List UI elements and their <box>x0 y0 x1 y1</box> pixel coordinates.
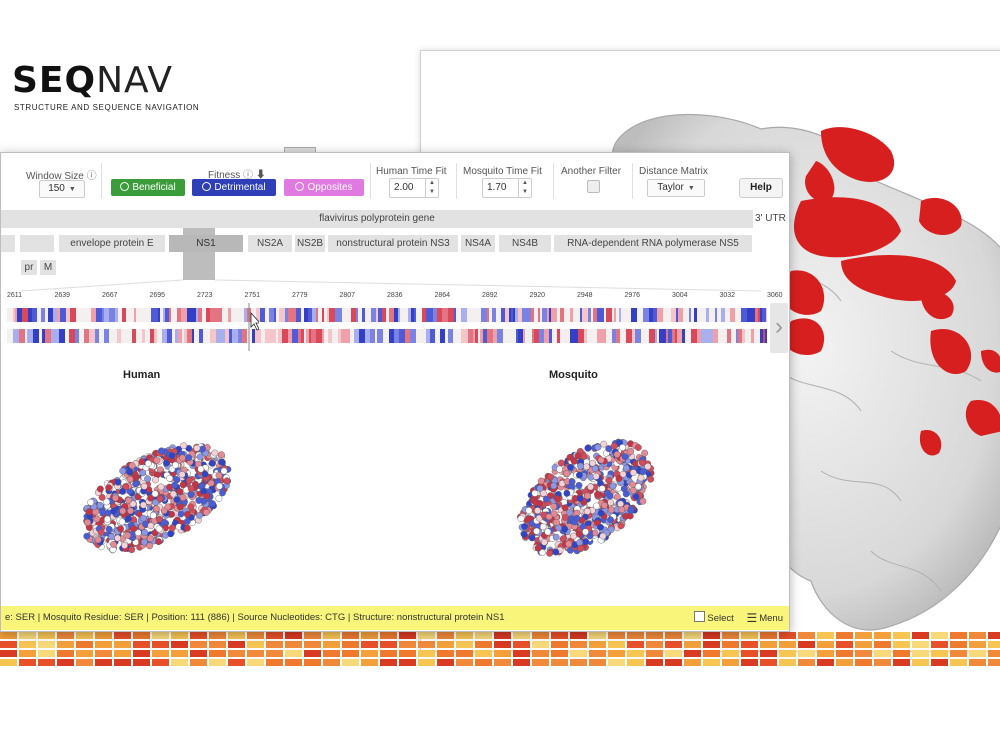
human-structure-view[interactable] <box>71 423 241 573</box>
ruler-tick-label: 3060 <box>767 292 783 299</box>
highlighted-residues <box>781 127 1000 456</box>
segment-ns4a[interactable]: NS4A <box>461 235 495 252</box>
gene-bar[interactable]: flavivirus polyprotein gene <box>1 210 753 228</box>
ruler-tick-label: 2779 <box>292 292 308 299</box>
ruler-tick-label: 2667 <box>102 292 118 299</box>
circle-icon <box>202 182 212 191</box>
segment-envelope-protein-e[interactable]: envelope protein E <box>59 235 165 252</box>
help-button[interactable]: Help <box>739 178 783 198</box>
genome-segment-partial[interactable] <box>1 235 15 252</box>
circle-icon <box>295 182 305 191</box>
ruler-tick-label: 2836 <box>387 292 403 299</box>
ruler-tick-label: 3032 <box>719 292 736 299</box>
divider <box>456 163 457 199</box>
status-text: e: SER | Mosquito Residue: SER | Positio… <box>5 612 505 623</box>
segment-ns1[interactable]: NS1 <box>169 235 243 252</box>
mosquito-pane-title: Mosquito <box>549 369 598 381</box>
ruler-tick-label: 2695 <box>149 292 166 299</box>
zoom-connector <box>20 279 762 292</box>
genome-segment-partial[interactable] <box>20 235 54 252</box>
app-tagline: STRUCTURE AND SEQUENCE NAVIGATION <box>14 103 200 112</box>
scroll-right-button[interactable]: › <box>770 303 788 353</box>
status-bar: e: SER | Mosquito Residue: SER | Positio… <box>1 606 789 630</box>
utr-label: 3' UTR <box>755 213 786 224</box>
mouse-pointer-icon <box>250 311 259 331</box>
heatmap-strip <box>0 632 1000 672</box>
stepper-arrows-icon[interactable]: ▲ ▼ <box>425 179 438 197</box>
download-icon[interactable]: ⬇ <box>255 170 266 181</box>
fitness-label: Fitness ⓘ ⬇ <box>208 170 266 181</box>
stepper-arrows-icon[interactable]: ▲ ▼ <box>518 179 531 197</box>
mosquito-time-fit-input[interactable]: 1.70 ▲ ▼ <box>482 178 532 198</box>
divider <box>553 163 554 199</box>
ruler-tick-label: 2976 <box>624 292 641 299</box>
another-filter-label: Another Filter <box>561 166 622 177</box>
ruler-tick-label: 2892 <box>482 292 498 299</box>
opposites-button[interactable]: Opposites <box>284 179 364 196</box>
divider <box>370 163 371 199</box>
caret-down-icon: ▼ <box>687 185 695 192</box>
distance-matrix-dropdown[interactable]: Taylor ▼ <box>647 179 705 197</box>
position-cursor[interactable] <box>247 303 259 353</box>
ruler-tick-label: 2639 <box>54 292 71 299</box>
segment-ns2a[interactable]: NS2A <box>248 235 292 252</box>
mosquito-structure-view[interactable] <box>506 423 666 573</box>
segment-pr[interactable]: pr <box>21 260 37 275</box>
distance-matrix-label: Distance Matrix <box>639 166 708 177</box>
divider <box>101 163 102 199</box>
caret-down-icon: ▼ <box>68 186 76 193</box>
app-logo: SEQNAV <box>12 60 174 101</box>
ruler-tick-label: 2920 <box>529 292 546 299</box>
window-size-label: Window Size ⓘ <box>26 171 97 182</box>
select-label: Select <box>707 613 734 624</box>
human-pane-title: Human <box>123 369 161 381</box>
menu-label[interactable]: Menu <box>759 613 783 624</box>
divider <box>632 163 633 199</box>
mosquito-fitness-track[interactable] <box>7 329 767 343</box>
ruler-tick-label: 2807 <box>339 292 356 299</box>
info-icon[interactable]: ⓘ <box>243 170 254 181</box>
ruler-tick-label: 2948 <box>577 292 593 299</box>
ruler-tick-label: 2864 <box>434 292 451 299</box>
segment-ns4b[interactable]: NS4B <box>499 235 551 252</box>
ruler-tick-label: 2723 <box>197 292 213 299</box>
window-size-dropdown[interactable]: 150 ▼ <box>39 180 85 198</box>
circle-icon <box>120 182 130 191</box>
human-time-fit-input[interactable]: 2.00 ▲ ▼ <box>389 178 439 198</box>
info-icon[interactable]: ⓘ <box>86 171 97 182</box>
human-fitness-track[interactable] <box>7 308 767 322</box>
ruler-tick-label: 2751 <box>244 292 261 299</box>
mosquito-time-fit-label: Mosquito Time Fit <box>463 166 542 177</box>
select-checkbox[interactable] <box>694 611 706 622</box>
sequence-navigation-panel: Window Size ⓘ 150 ▼ Fitness ⓘ ⬇ Beneficia… <box>0 152 790 632</box>
segment-m[interactable]: M <box>40 260 56 275</box>
segment-ns3[interactable]: nonstructural protein NS3 <box>328 235 458 252</box>
chevron-right-icon: › <box>775 313 783 340</box>
human-time-fit-label: Human Time Fit <box>376 166 447 177</box>
segment-ns2b[interactable]: NS2B <box>295 235 325 252</box>
detrimental-button[interactable]: Detrimental <box>192 179 276 196</box>
segment-ns5[interactable]: RNA-dependent RNA polymerase NS5 <box>554 235 752 252</box>
ruler-tick-label: 3004 <box>672 292 688 299</box>
beneficial-button[interactable]: Beneficial <box>111 179 185 196</box>
hamburger-menu-icon[interactable]: ☰ <box>746 611 758 625</box>
ruler-tick-label: 2611 <box>7 292 23 299</box>
another-filter-checkbox[interactable] <box>587 180 600 193</box>
